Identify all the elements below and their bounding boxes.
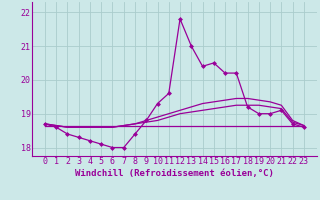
X-axis label: Windchill (Refroidissement éolien,°C): Windchill (Refroidissement éolien,°C): [75, 169, 274, 178]
